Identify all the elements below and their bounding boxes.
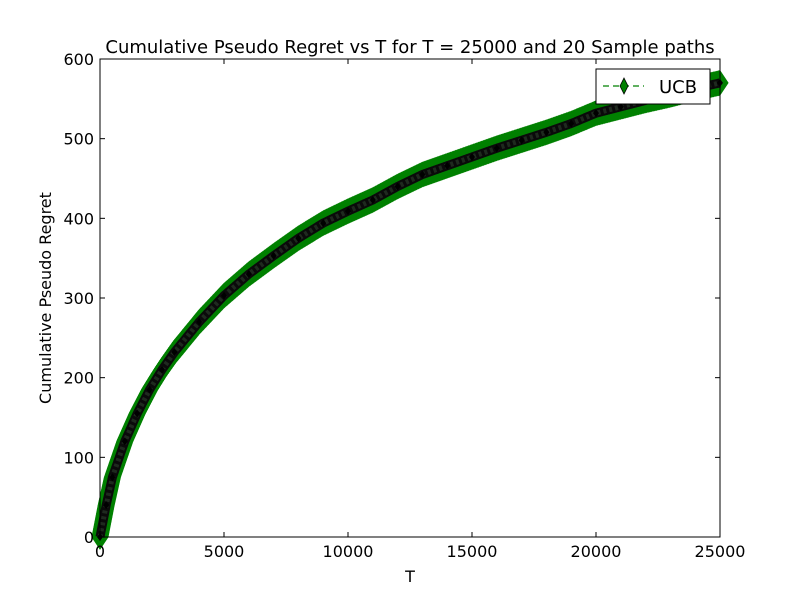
- series-data-point: [245, 270, 252, 279]
- y-tick-label: 400: [63, 209, 94, 228]
- series-data-point: [159, 365, 165, 374]
- legend-diamond-marker: [619, 77, 629, 95]
- series-data-point: [146, 385, 153, 394]
- series-layer: [91, 69, 729, 550]
- series-data-point: [394, 182, 401, 191]
- series-data-point: [196, 317, 203, 326]
- x-tick-label: 5000: [204, 542, 245, 561]
- series-data-point: [469, 152, 475, 161]
- series-data-point: [109, 473, 116, 482]
- y-tick-label: 0: [84, 528, 94, 547]
- legend-box: [595, 68, 711, 105]
- y-tick-label: 500: [63, 130, 94, 149]
- series-data-point: [518, 136, 525, 145]
- x-tick-label: 25000: [695, 542, 746, 561]
- series-data-point: [345, 207, 351, 216]
- series-data-point: [493, 144, 500, 153]
- series-data-point: [369, 196, 376, 205]
- series-data-point: [320, 219, 327, 228]
- x-tick-label: 10000: [323, 542, 374, 561]
- series-data-point: [221, 291, 227, 300]
- x-axis-label: T: [404, 567, 415, 586]
- y-tick-label: 600: [63, 50, 94, 69]
- series-data-point: [593, 109, 599, 118]
- series-data-point: [270, 251, 277, 260]
- y-tick-label: 100: [63, 448, 94, 467]
- series-data-point: [171, 348, 178, 357]
- series-band-0: [91, 69, 729, 550]
- series-data-point: [121, 437, 128, 446]
- series-data-point: [103, 501, 110, 510]
- series-core-texture: [97, 80, 721, 538]
- plot-frame: [99, 58, 721, 538]
- series-data-point: [134, 409, 141, 418]
- series-data-point: [419, 170, 426, 179]
- legend-series-label: UCB: [659, 77, 697, 98]
- y-tick-label: 300: [63, 289, 94, 308]
- y-axis-ticks: 0 100 200 300 400 500 600: [63, 50, 720, 547]
- series-data-point: [295, 234, 302, 243]
- series-data-point: [568, 119, 575, 128]
- chart-title: Cumulative Pseudo Regret vs T for T = 25…: [105, 37, 714, 58]
- x-tick-label: 15000: [447, 542, 498, 561]
- series-data-point: [444, 161, 451, 170]
- series-data-point: [543, 128, 550, 137]
- series-data-point: [617, 102, 624, 111]
- y-tick-label: 200: [63, 369, 94, 388]
- x-tick-label: 0: [95, 542, 105, 561]
- y-axis-label: Cumulative Pseudo Regret: [36, 192, 55, 404]
- series-core-line: [95, 78, 724, 541]
- x-axis-ticks: 0 5000 10000 15000 20000 25000: [95, 59, 746, 561]
- x-tick-label: 20000: [571, 542, 622, 561]
- legend: UCB: [595, 68, 711, 105]
